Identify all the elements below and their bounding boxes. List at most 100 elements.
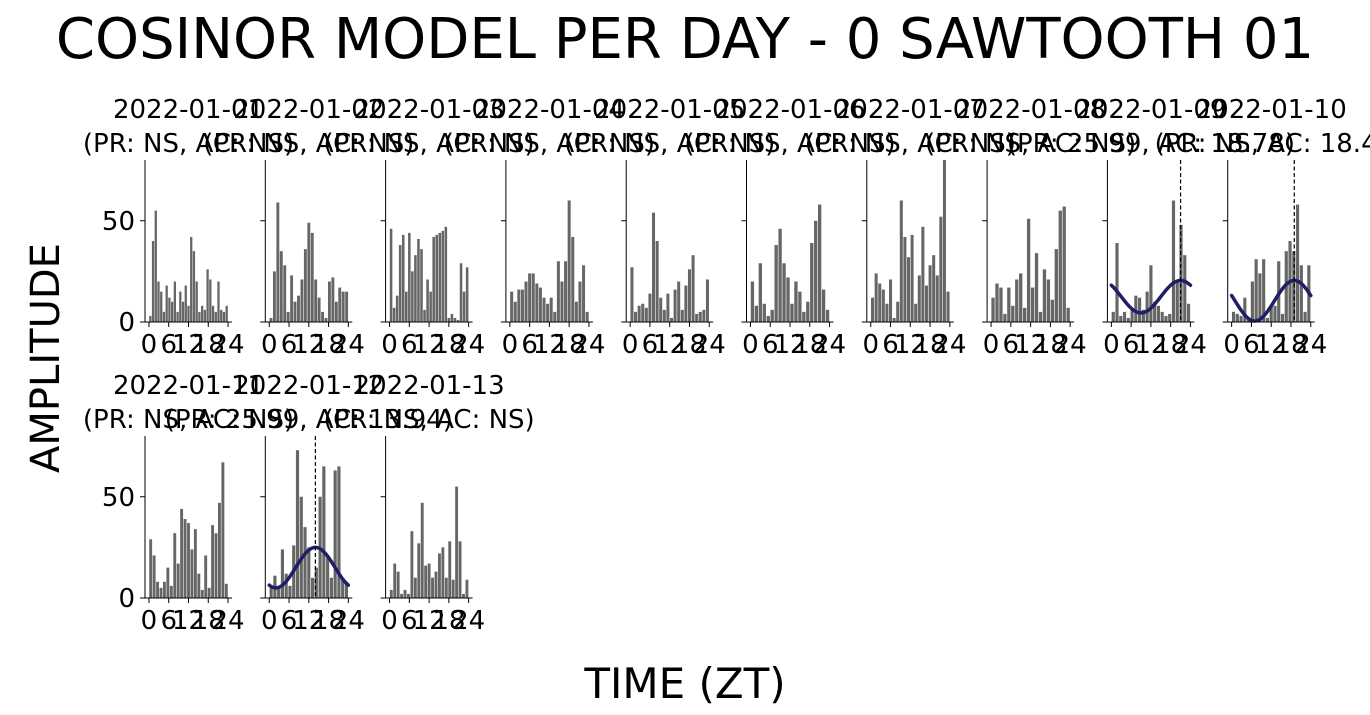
bar (420, 502, 424, 598)
bar (337, 466, 341, 599)
bar (1026, 218, 1031, 322)
bar (1183, 255, 1187, 322)
bar (441, 547, 445, 599)
bar (684, 285, 688, 322)
bar (403, 589, 407, 598)
bar (1030, 287, 1035, 322)
bar (1145, 291, 1149, 323)
bar (451, 579, 455, 598)
x-tick-label: 12 (653, 330, 686, 360)
x-tick-label: 0 (261, 606, 278, 636)
bar (345, 291, 349, 323)
bar (553, 311, 557, 323)
bar (946, 291, 950, 323)
bar (528, 273, 532, 322)
panel-title: 2022-01-08 (955, 95, 1106, 125)
bar (687, 269, 691, 322)
bar (165, 285, 168, 322)
bar (991, 297, 995, 322)
bar (184, 285, 187, 322)
bar (814, 220, 818, 322)
bar (206, 269, 209, 322)
bar (396, 571, 400, 598)
bar (197, 573, 201, 598)
x-tick-label: 0 (1103, 330, 1120, 360)
bar (531, 273, 535, 322)
panel-subtitle: (PR: 25.99, AC: 18.78) (1007, 129, 1295, 159)
x-tick-label: 24 (452, 606, 485, 636)
bar (510, 291, 514, 323)
bar (662, 309, 666, 322)
bar (204, 555, 208, 598)
bar (338, 287, 342, 322)
x-tick-label: 6 (882, 330, 899, 360)
x-tick-label: 6 (160, 606, 177, 636)
bar (269, 317, 273, 322)
bar (995, 283, 999, 322)
bar (193, 529, 197, 598)
bar (1303, 311, 1307, 323)
x-tick-label: 24 (211, 330, 244, 360)
bar (280, 549, 285, 598)
bar (1111, 311, 1115, 323)
bar (782, 263, 786, 322)
bar (432, 236, 435, 322)
x-tick-label: 18 (432, 330, 465, 360)
bar (549, 297, 553, 322)
bar (758, 263, 762, 322)
bar (885, 303, 889, 322)
x-tick-label: 24 (813, 330, 846, 360)
bar (1160, 311, 1164, 323)
bar (1153, 301, 1157, 322)
bar (641, 303, 645, 322)
panel-subtitle: (PR: NS, AC: NS) (83, 405, 294, 435)
bar (705, 279, 709, 322)
bar (567, 200, 571, 322)
bar (198, 311, 201, 323)
bar (435, 234, 438, 322)
bar (187, 523, 190, 598)
bar (673, 289, 677, 322)
bar (176, 311, 179, 323)
cosinor-fit-line (1109, 278, 1193, 315)
bar (778, 228, 782, 322)
cosinor-fit-line (267, 545, 351, 590)
panel-subtitle: (PR: NS, AC: NS) (323, 129, 534, 159)
bar (917, 275, 921, 322)
bar (293, 301, 297, 322)
x-tick-label: 6 (160, 330, 177, 360)
bar (154, 210, 157, 323)
bar (1023, 307, 1027, 322)
bar (1295, 204, 1300, 322)
bar (453, 317, 457, 322)
bar (389, 228, 393, 322)
bar (648, 293, 652, 322)
bar (307, 222, 311, 322)
bar (462, 291, 466, 323)
bar (806, 301, 810, 322)
bar (203, 309, 207, 322)
bar (222, 311, 226, 323)
bar (326, 557, 330, 598)
bar (677, 281, 681, 322)
bar (405, 291, 408, 323)
bar (896, 301, 900, 322)
x-tick-label: 0 (742, 330, 759, 360)
x-tick-label: 18 (192, 330, 225, 360)
bar (802, 311, 806, 323)
bar (644, 307, 648, 322)
bar (1280, 313, 1285, 322)
bar (190, 236, 193, 322)
bar (331, 277, 335, 322)
bar (1054, 249, 1058, 322)
x-tick-label: 24 (211, 606, 244, 636)
bar (324, 317, 328, 322)
bar (427, 563, 431, 598)
